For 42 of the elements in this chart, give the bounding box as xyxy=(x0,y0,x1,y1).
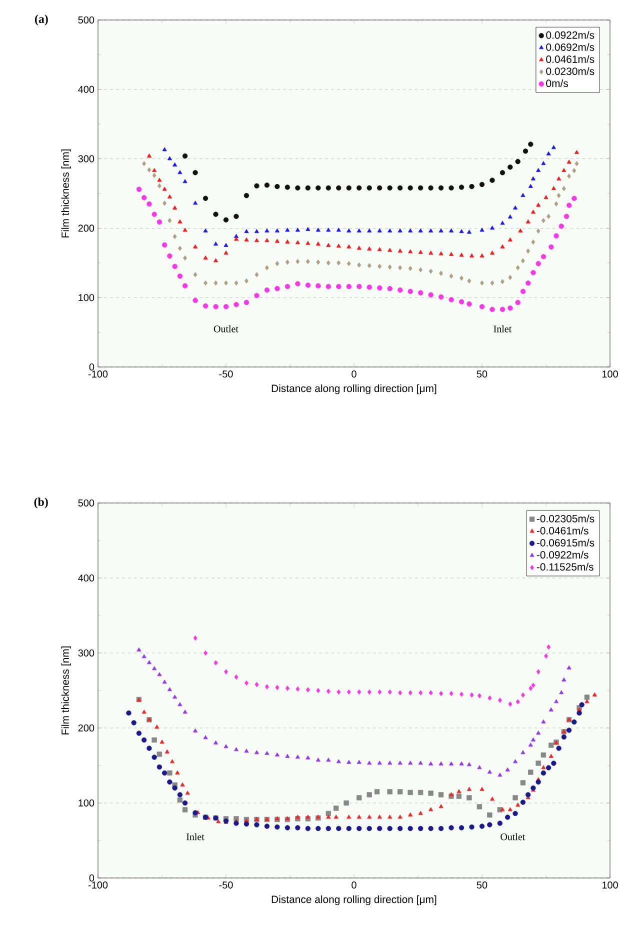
x-axis-title: Distance along rolling direction [μm] xyxy=(272,384,436,394)
x-tick-label: -50 xyxy=(219,370,233,378)
y-tick-label: 400 xyxy=(78,86,94,93)
y-tick-label: 200 xyxy=(78,224,94,232)
legend-label: 0.0461m/s xyxy=(546,55,594,63)
x-tick-label: -100 xyxy=(88,882,108,889)
x-tick-label: 100 xyxy=(602,882,618,889)
legend-label: 0.0922m/s xyxy=(546,31,594,39)
y-tick-label: 100 xyxy=(78,799,94,807)
y-tick-label: 500 xyxy=(78,499,94,507)
legend-label: -0.0922m/s xyxy=(536,550,588,559)
y-tick-label: 300 xyxy=(78,649,94,657)
y-tick-label: 300 xyxy=(78,155,94,162)
x-axis-title: Distance along rolling direction [μm] xyxy=(272,895,436,906)
legend-label: 0m/s xyxy=(546,79,568,88)
legend-label: 0.0230m/s xyxy=(546,67,594,75)
legend-label: -0.06915m/s xyxy=(536,538,594,546)
x-tick-label: 100 xyxy=(602,370,618,378)
annotation: Outlet xyxy=(500,833,526,840)
x-tick-label: 0 xyxy=(352,370,356,378)
annotation: Inlet xyxy=(494,325,512,332)
annotation: Inlet xyxy=(186,833,204,840)
chart-title: (b) xyxy=(34,498,48,508)
y-tick-label: 0 xyxy=(89,363,94,371)
y-axis-title: Film thickness [nm] xyxy=(61,646,72,734)
y-tick-label: 100 xyxy=(78,294,94,302)
legend-label: -0.0461m/s xyxy=(536,526,588,534)
x-tick-label: 50 xyxy=(476,370,488,378)
legend-label: 0.0692m/s xyxy=(546,43,594,51)
y-tick-label: 500 xyxy=(78,16,94,24)
x-tick-label: 0 xyxy=(352,882,356,889)
chart-title: (a) xyxy=(34,14,48,26)
y-axis-title: Film thickness [nm] xyxy=(61,150,72,238)
legend-label: -0.02305m/s xyxy=(536,514,594,522)
annotation: Outlet xyxy=(214,325,238,332)
x-tick-label: -100 xyxy=(88,370,108,378)
y-tick-label: 0 xyxy=(89,874,94,882)
legend-label: -0.11525m/s xyxy=(536,562,594,571)
x-tick-label: -50 xyxy=(219,882,233,889)
y-tick-label: 200 xyxy=(78,724,94,732)
y-tick-label: 400 xyxy=(78,574,94,582)
x-tick-label: 50 xyxy=(476,882,488,889)
